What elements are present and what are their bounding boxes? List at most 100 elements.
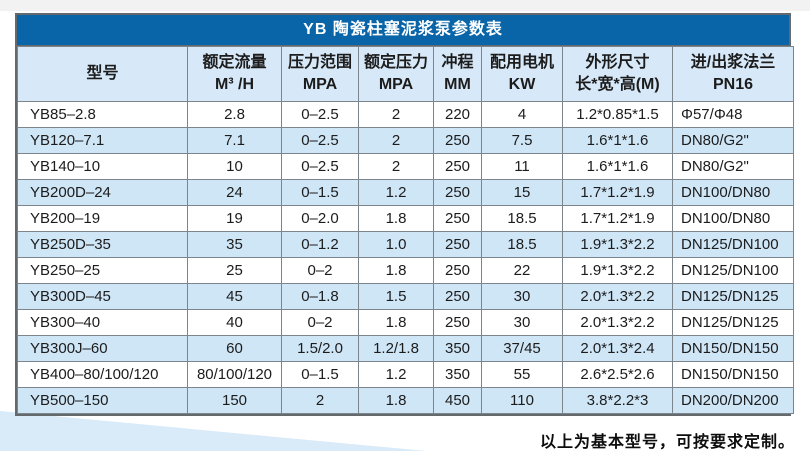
column-header-1: 额定流量 M³ /H xyxy=(187,46,282,102)
cell: 2.8 xyxy=(187,101,282,128)
table-row: YB250–25 25 0–2 1.8 250 22 1.9*1.3*2.2 DN125/DN… xyxy=(17,257,794,284)
column-header-line1: 型号 xyxy=(86,65,119,83)
table-header: 型号 额定流量 M³ /H 压力范围 MPA 额定压力 MPA 冲程 MM 配用电机 KW 外形尺寸长… xyxy=(17,46,794,102)
table-row: YB300J–60 60 1.5/2.0 1.2/1.8 350 37/45 2.0*1.3… xyxy=(17,335,794,362)
table-row: YB400–80/100/120 80/100/120 0–1.5 1.2 350 55 2… xyxy=(17,361,794,388)
cell: 350 xyxy=(433,335,482,362)
cell: 4 xyxy=(481,101,563,128)
cell: YB300J–60 xyxy=(17,335,188,362)
column-header-line2: KW xyxy=(508,76,536,93)
cell: 10 xyxy=(187,153,282,180)
cell: DN125/DN100 xyxy=(672,257,794,284)
cell: 7.1 xyxy=(187,127,282,154)
cell: 24 xyxy=(187,179,282,206)
cell: 1.2*0.85*1.5 xyxy=(562,101,673,128)
table-row: YB200–19 19 0–2.0 1.8 250 18.5 1.7*1.2*1.9 DN10… xyxy=(17,205,794,232)
pump-parameter-table: YB 陶瓷柱塞泥浆泵参数表 型号 额定流量 M³ /H 压力范围 MPA 额定压力 MPA 冲… xyxy=(15,13,794,416)
cell: 18.5 xyxy=(481,205,563,232)
cell: 1.9*1.3*2.2 xyxy=(562,257,673,284)
column-header-2: 压力范围 MPA xyxy=(281,46,359,102)
cell: 250 xyxy=(433,127,482,154)
cell: 250 xyxy=(433,231,482,258)
cell: 30 xyxy=(481,283,563,310)
cell: 150 xyxy=(187,387,282,414)
cell: 250 xyxy=(433,257,482,284)
cell: YB85–2.8 xyxy=(17,101,188,128)
cell: 0–2.0 xyxy=(281,205,359,232)
decorative-wedge xyxy=(0,411,426,451)
cell: 2 xyxy=(358,153,434,180)
cell: YB500–150 xyxy=(17,387,188,414)
cell: 1.0 xyxy=(358,231,434,258)
cell: 7.5 xyxy=(481,127,563,154)
cell: 2 xyxy=(358,127,434,154)
parameters-table: 型号 额定流量 M³ /H 压力范围 MPA 额定压力 MPA 冲程 MM 配用电机 KW 外形尺寸长… xyxy=(17,46,794,414)
cell: 11 xyxy=(481,153,563,180)
cell: DN125/DN125 xyxy=(672,283,794,310)
table-row: YB120–7.1 7.1 0–2.5 2 250 7.5 1.6*1*1.6 DN80/G2… xyxy=(17,127,794,154)
cell: 2 xyxy=(281,387,359,414)
page-top-band xyxy=(0,0,810,11)
column-header-line1: 压力范围 xyxy=(287,54,352,72)
cell: YB200D–24 xyxy=(17,179,188,206)
cell: 1.7*1.2*1.9 xyxy=(562,179,673,206)
cell: 450 xyxy=(433,387,482,414)
cell: 2.0*1.3*2.2 xyxy=(562,309,673,336)
cell: YB250–25 xyxy=(17,257,188,284)
cell: 2.6*2.5*2.6 xyxy=(562,361,673,388)
cell: 40 xyxy=(187,309,282,336)
column-header-line2: MPA xyxy=(302,76,338,93)
cell: YB140–10 xyxy=(17,153,188,180)
cell: 0–2 xyxy=(281,257,359,284)
column-header-0: 型号 xyxy=(17,46,188,102)
cell: 22 xyxy=(481,257,563,284)
cell: 37/45 xyxy=(481,335,563,362)
cell: 250 xyxy=(433,205,482,232)
table-title: YB 陶瓷柱塞泥浆泵参数表 xyxy=(17,15,789,46)
table-row: YB200D–24 24 0–1.5 1.2 250 15 1.7*1.2*1.9 DN100… xyxy=(17,179,794,206)
column-header-6: 外形尺寸 长*宽*高(M) xyxy=(562,46,673,102)
cell: 110 xyxy=(481,387,563,414)
cell: DN100/DN80 xyxy=(672,205,794,232)
cell: DN80/G2" xyxy=(672,127,794,154)
cell: Φ57/Φ48 xyxy=(672,101,794,128)
cell: 1.8 xyxy=(358,309,434,336)
cell: 35 xyxy=(187,231,282,258)
cell: 25 xyxy=(187,257,282,284)
cell: YB120–7.1 xyxy=(17,127,188,154)
column-header-line1: 配用电机 xyxy=(489,54,554,72)
cell: 0–1.5 xyxy=(281,179,359,206)
table-row: YB300D–45 45 0–1.8 1.5 250 30 2.0*1.3*2.2 DN125… xyxy=(17,283,794,310)
cell: 250 xyxy=(433,283,482,310)
column-header-line2: MM xyxy=(444,76,471,93)
cell: 220 xyxy=(433,101,482,128)
column-header-line1: 额定压力 xyxy=(363,54,428,72)
table-row: YB85–2.8 2.8 0–2.5 2 220 4 1.2*0.85*1.5 Φ57/Φ48 xyxy=(17,101,794,128)
table-row: YB250D–35 35 0–1.2 1.0 250 18.5 1.9*1.3*2.2 DN1… xyxy=(17,231,794,258)
header-row: 型号 额定流量 M³ /H 压力范围 MPA 额定压力 MPA 冲程 MM 配用电机 KW 外形尺寸长… xyxy=(17,46,794,102)
table-body: YB85–2.8 2.8 0–2.5 2 220 4 1.2*0.85*1.5 Φ57/Φ48… xyxy=(17,101,794,414)
cell: 55 xyxy=(481,361,563,388)
cell: YB300–40 xyxy=(17,309,188,336)
cell: 0–1.2 xyxy=(281,231,359,258)
cell: DN150/DN150 xyxy=(672,361,794,388)
column-header-line1: 额定流量 xyxy=(202,54,267,72)
cell: YB400–80/100/120 xyxy=(17,361,188,388)
column-header-5: 配用电机 KW xyxy=(481,46,563,102)
cell: 1.8 xyxy=(358,387,434,414)
column-header-line2: PN16 xyxy=(712,76,754,93)
cell: 0–2.5 xyxy=(281,127,359,154)
column-header-line1: 冲程 xyxy=(441,54,474,72)
cell: 19 xyxy=(187,205,282,232)
cell: 1.2/1.8 xyxy=(358,335,434,362)
cell: 45 xyxy=(187,283,282,310)
cell: 60 xyxy=(187,335,282,362)
column-header-3: 额定压力 MPA xyxy=(358,46,434,102)
cell: 1.6*1*1.6 xyxy=(562,127,673,154)
cell: 350 xyxy=(433,361,482,388)
cell: 2 xyxy=(358,101,434,128)
cell: 0–2.5 xyxy=(281,101,359,128)
column-header-line1: 外形尺寸 xyxy=(585,54,650,72)
cell: 0–2 xyxy=(281,309,359,336)
cell: 0–1.5 xyxy=(281,361,359,388)
